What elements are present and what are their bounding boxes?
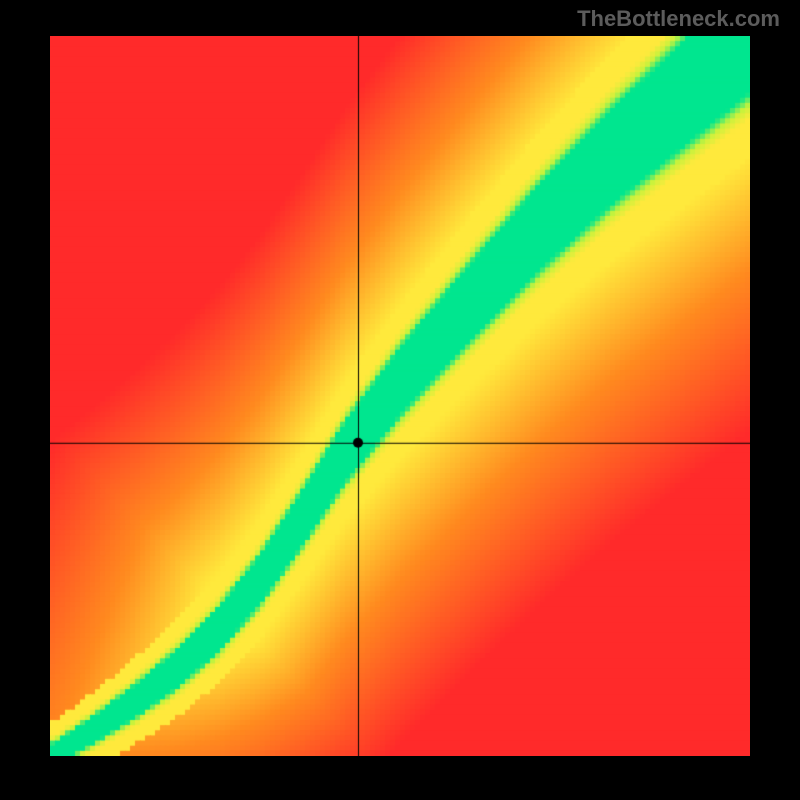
heatmap-plot xyxy=(50,36,750,756)
heatmap-canvas xyxy=(50,36,750,756)
watermark-text: TheBottleneck.com xyxy=(577,6,780,32)
chart-frame: TheBottleneck.com xyxy=(0,0,800,800)
